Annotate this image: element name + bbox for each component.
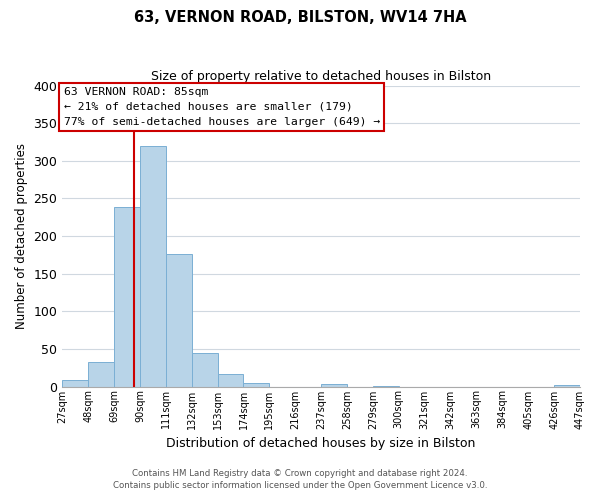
Bar <box>321 384 347 386</box>
X-axis label: Distribution of detached houses by size in Bilston: Distribution of detached houses by size … <box>166 437 476 450</box>
Bar <box>218 374 244 386</box>
Bar <box>192 352 218 386</box>
Text: 63, VERNON ROAD, BILSTON, WV14 7HA: 63, VERNON ROAD, BILSTON, WV14 7HA <box>134 10 466 25</box>
Text: Contains HM Land Registry data © Crown copyright and database right 2024.
Contai: Contains HM Land Registry data © Crown c… <box>113 468 487 490</box>
Bar <box>88 362 114 386</box>
Bar <box>114 208 140 386</box>
Bar <box>62 380 88 386</box>
Y-axis label: Number of detached properties: Number of detached properties <box>15 143 28 329</box>
Text: 63 VERNON ROAD: 85sqm
← 21% of detached houses are smaller (179)
77% of semi-det: 63 VERNON ROAD: 85sqm ← 21% of detached … <box>64 87 380 126</box>
Bar <box>244 383 269 386</box>
Bar <box>140 146 166 386</box>
Bar <box>166 254 192 386</box>
Bar <box>554 385 580 386</box>
Title: Size of property relative to detached houses in Bilston: Size of property relative to detached ho… <box>151 70 491 83</box>
